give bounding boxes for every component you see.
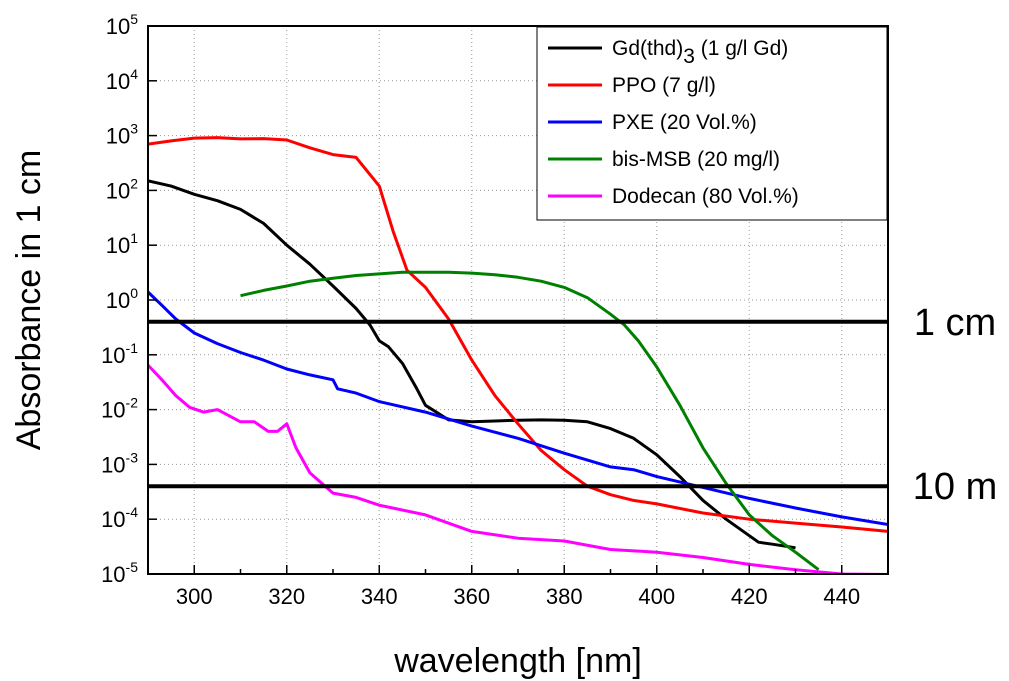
y-tick-label: 104 bbox=[106, 66, 138, 94]
reference-labels: 1 cm 10 m bbox=[913, 302, 997, 508]
x-tick-label: 440 bbox=[823, 584, 860, 609]
x-tick-label: 420 bbox=[731, 584, 768, 609]
legend-label: Gd(thd)3 (1 g/l Gd) bbox=[612, 37, 788, 68]
y-tick-label: 10-1 bbox=[101, 340, 138, 368]
x-tick-label: 360 bbox=[453, 584, 490, 609]
y-tick-label: 100 bbox=[106, 285, 138, 313]
x-axis-title: wavelength [nm] bbox=[393, 642, 642, 680]
series-line bbox=[148, 290, 888, 526]
x-tick-label: 380 bbox=[546, 584, 583, 609]
y-tick-label: 103 bbox=[106, 121, 138, 149]
series-line bbox=[148, 364, 888, 574]
axis-ticks bbox=[147, 25, 889, 575]
y-tick-label: 105 bbox=[106, 11, 138, 39]
legend-label: Dodecan (80 Vol.%) bbox=[612, 185, 799, 208]
y-tick-label: 10-2 bbox=[101, 395, 138, 423]
x-tick-labels: 300 320 340 360 380 400 420 440 bbox=[176, 584, 860, 609]
x-tick-label: 340 bbox=[361, 584, 398, 609]
reference-label: 1 cm bbox=[914, 302, 996, 344]
y-tick-label: 10-4 bbox=[101, 504, 138, 532]
reference-lines bbox=[148, 319, 888, 489]
legend-label: bis-MSB (20 mg/l) bbox=[612, 148, 780, 171]
reference-label: 10 m bbox=[913, 466, 997, 508]
y-tick-label: 101 bbox=[106, 230, 138, 258]
y-tick-label: 102 bbox=[106, 175, 138, 203]
x-tick-label: 320 bbox=[268, 584, 305, 609]
legend: Gd(thd)3 (1 g/l Gd) PPO (7 g/l) PXE (20 Vo… bbox=[536, 26, 888, 221]
y-tick-label: 10-5 bbox=[101, 559, 138, 587]
legend-label: PPO (7 g/l) bbox=[612, 74, 716, 97]
y-axis-title: Absorbance in 1 cm bbox=[10, 150, 48, 451]
legend-label: PXE (20 Vol.%) bbox=[612, 111, 757, 134]
x-tick-label: 300 bbox=[176, 584, 213, 609]
series-line bbox=[148, 179, 796, 550]
series-line bbox=[148, 136, 888, 533]
series-line bbox=[240, 270, 820, 571]
y-tick-labels: 10-5 10-4 10-3 10-2 10-1 100 101 102 103 104 105 bbox=[101, 11, 138, 587]
x-tick-label: 400 bbox=[638, 584, 675, 609]
y-tick-label: 10-3 bbox=[101, 449, 138, 477]
